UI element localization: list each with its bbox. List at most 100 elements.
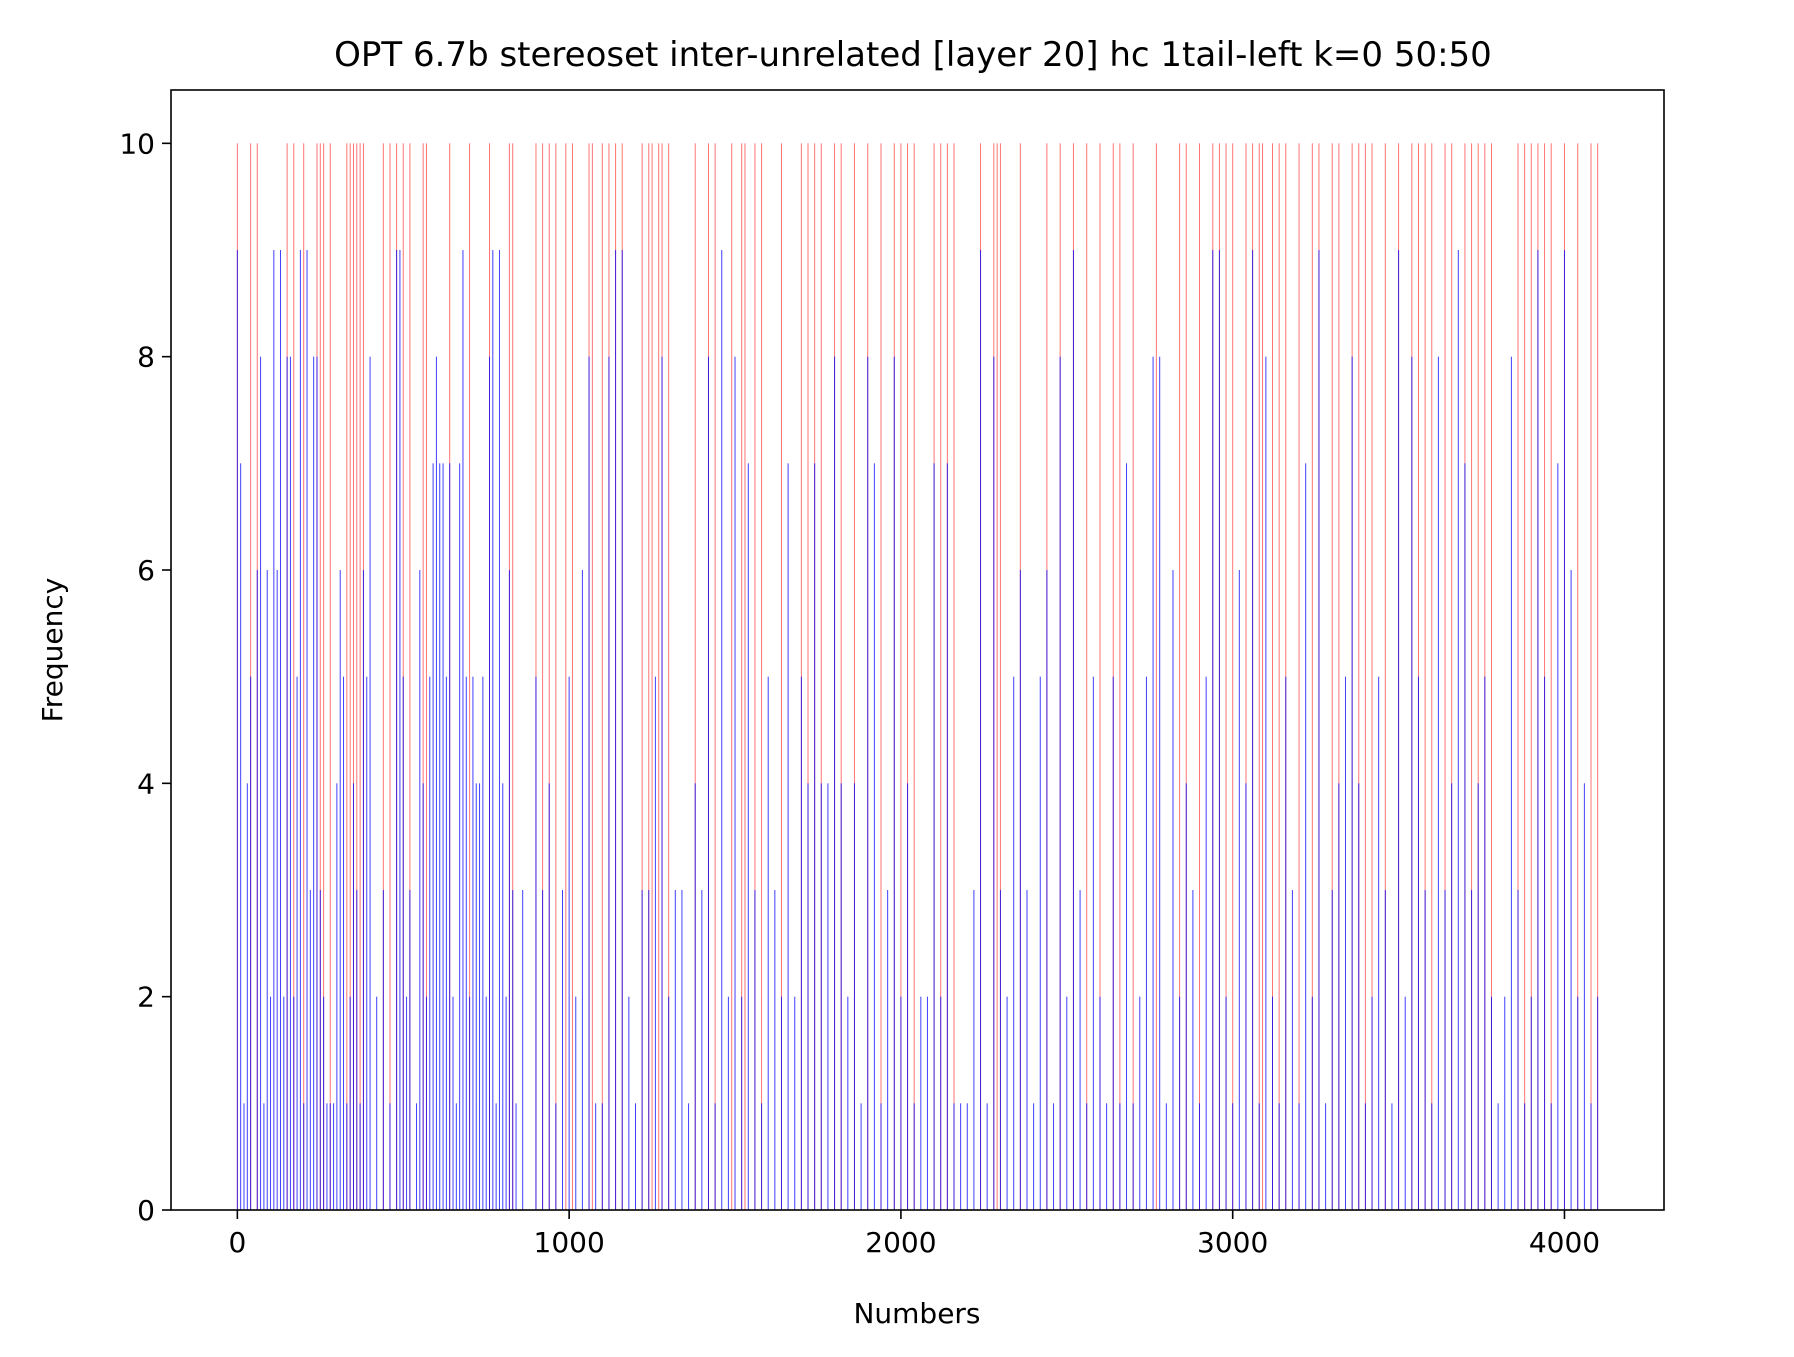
bar bbox=[362, 570, 364, 1210]
bar bbox=[1550, 143, 1552, 1211]
bar bbox=[1364, 143, 1366, 1211]
bar bbox=[1258, 143, 1260, 1211]
bar bbox=[800, 676, 802, 1210]
bar bbox=[1517, 143, 1519, 1211]
bar bbox=[1278, 143, 1280, 1211]
bar bbox=[986, 1103, 988, 1210]
bar bbox=[299, 250, 301, 1210]
bar bbox=[651, 143, 653, 1211]
bar bbox=[389, 143, 391, 1211]
bar bbox=[382, 890, 384, 1210]
bar bbox=[1490, 143, 1492, 1211]
bar bbox=[634, 1103, 636, 1210]
bar bbox=[1338, 143, 1340, 1211]
y-tick-label: 4 bbox=[137, 767, 155, 800]
bar bbox=[250, 143, 252, 1211]
bar bbox=[485, 996, 487, 1210]
bar bbox=[907, 143, 909, 1211]
bar bbox=[1583, 783, 1585, 1210]
bar bbox=[452, 996, 454, 1210]
bar bbox=[326, 1103, 328, 1210]
bar bbox=[319, 890, 321, 1210]
bar bbox=[1179, 143, 1181, 1211]
bar bbox=[1504, 996, 1506, 1210]
bar bbox=[1026, 890, 1028, 1210]
bar bbox=[406, 996, 408, 1210]
bar bbox=[1199, 1103, 1201, 1210]
bar bbox=[794, 996, 796, 1210]
bar bbox=[847, 996, 849, 1210]
bar bbox=[774, 890, 776, 1210]
y-tick-label: 0 bbox=[137, 1194, 155, 1227]
bar bbox=[442, 463, 444, 1211]
bar bbox=[472, 676, 474, 1210]
bar bbox=[1232, 143, 1234, 1211]
bar bbox=[1497, 1103, 1499, 1210]
bar bbox=[761, 143, 763, 1211]
bar bbox=[1477, 143, 1479, 1211]
bar bbox=[382, 143, 384, 1211]
bar bbox=[1006, 996, 1008, 1210]
bar bbox=[515, 1103, 517, 1210]
bar bbox=[1245, 783, 1247, 1210]
bar bbox=[512, 143, 514, 1211]
bar bbox=[1484, 143, 1486, 1211]
bar bbox=[1106, 1103, 1108, 1210]
bar bbox=[349, 143, 351, 1211]
bar bbox=[1451, 143, 1453, 1211]
bar bbox=[727, 996, 729, 1210]
bar bbox=[425, 996, 427, 1210]
bar bbox=[714, 143, 716, 1211]
bar bbox=[449, 463, 451, 1211]
bar bbox=[1384, 890, 1386, 1210]
bar bbox=[867, 356, 869, 1210]
bar bbox=[1046, 570, 1048, 1210]
bar bbox=[1155, 143, 1157, 1211]
bar bbox=[840, 783, 842, 1210]
bar bbox=[734, 356, 736, 1210]
bar bbox=[1053, 1103, 1055, 1210]
bar bbox=[1471, 890, 1473, 1210]
bar bbox=[1424, 143, 1426, 1211]
bar bbox=[293, 143, 295, 1211]
bar bbox=[946, 463, 948, 1211]
bar bbox=[1577, 996, 1579, 1210]
bar bbox=[668, 143, 670, 1211]
bar bbox=[1537, 250, 1539, 1210]
bar bbox=[256, 570, 258, 1210]
bar bbox=[1092, 676, 1094, 1210]
bar bbox=[1424, 890, 1426, 1210]
bar bbox=[498, 250, 500, 1210]
bar bbox=[508, 570, 510, 1210]
bar bbox=[346, 143, 348, 1211]
bar bbox=[913, 1103, 915, 1210]
bar bbox=[648, 143, 650, 1211]
bar bbox=[741, 143, 743, 1211]
bar bbox=[1298, 143, 1300, 1211]
bar bbox=[283, 996, 285, 1210]
bar bbox=[1099, 996, 1101, 1210]
bar bbox=[1417, 143, 1419, 1211]
bar bbox=[1378, 676, 1380, 1210]
bar bbox=[1364, 1103, 1366, 1210]
bar bbox=[459, 463, 461, 1211]
bar bbox=[1086, 143, 1088, 1211]
bar bbox=[1318, 250, 1320, 1210]
bar bbox=[1484, 676, 1486, 1210]
bar bbox=[747, 463, 749, 1211]
bar bbox=[425, 143, 427, 1211]
bar bbox=[1079, 890, 1081, 1210]
bar bbox=[1019, 570, 1021, 1210]
plot-frame bbox=[170, 89, 1665, 1211]
bar bbox=[1126, 463, 1128, 1211]
bar bbox=[323, 143, 325, 1211]
bar bbox=[246, 783, 248, 1210]
bar bbox=[1404, 996, 1406, 1210]
bar bbox=[1577, 143, 1579, 1211]
bar bbox=[469, 143, 471, 1211]
bar bbox=[482, 676, 484, 1210]
bar bbox=[306, 250, 308, 1210]
bar bbox=[1272, 143, 1273, 1211]
bar bbox=[1411, 356, 1413, 1210]
y-tick-label: 6 bbox=[137, 554, 155, 587]
